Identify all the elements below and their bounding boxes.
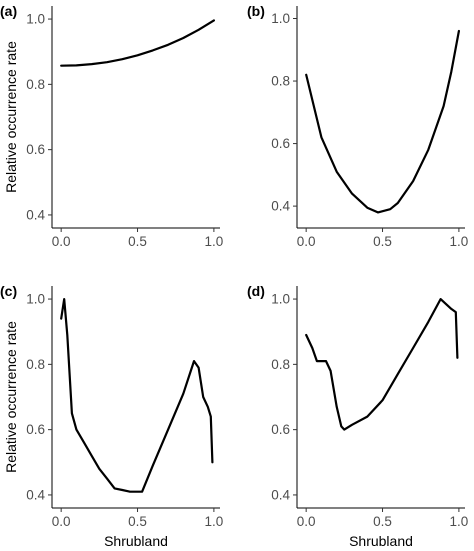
y-tick-label: 0.8 — [271, 74, 290, 89]
series-line — [60, 298, 214, 493]
y-axis-title: Relative occurrence rate — [3, 321, 19, 473]
y-tick-label: 0.4 — [271, 199, 290, 214]
x-axis-title: Shrubland — [349, 533, 413, 549]
y-tick-label: 0.8 — [271, 357, 290, 372]
panel-d: 0.4 0.6 0.8 1.0 0.0 0.5 1.0 (d) Shrubland — [247, 283, 468, 549]
y-tick-label: 0.6 — [26, 422, 45, 437]
y-tick-label: 0.8 — [26, 77, 45, 92]
y-tick-label: 1.0 — [26, 292, 45, 307]
panel-label: (d) — [247, 283, 265, 299]
y-tick-label: 0.6 — [26, 142, 45, 157]
x-tick-label: 0.5 — [373, 514, 392, 529]
x-tick-label: 1.0 — [450, 234, 469, 249]
y-tick-label: 0.4 — [26, 207, 45, 222]
x-tick-label: 0.5 — [373, 234, 392, 249]
y-axis-title: Relative occurrence rate — [3, 41, 19, 193]
x-tick-label: 1.0 — [205, 514, 224, 529]
y-tick-label: 1.0 — [26, 12, 45, 27]
y-tick-label: 1.0 — [271, 292, 290, 307]
panel-a: 0.4 0.6 0.8 1.0 0.0 0.5 1.0 (a) Relative occurre… — [0, 3, 223, 249]
panel-label: (b) — [247, 3, 265, 19]
panel-b: 0.4 0.6 0.8 1.0 0.0 0.5 1.0 (b) — [247, 3, 468, 249]
y-tick-label: 0.6 — [271, 136, 290, 151]
panel-label: (c) — [0, 283, 17, 299]
x-tick-label: 0.0 — [297, 514, 316, 529]
x-tick-label: 0.5 — [128, 234, 147, 249]
y-tick-label: 0.4 — [271, 487, 290, 502]
series-line — [305, 298, 459, 431]
x-tick-label: 1.0 — [450, 514, 469, 529]
x-tick-label: 0.0 — [52, 514, 71, 529]
y-tick-label: 0.6 — [271, 422, 290, 437]
x-tick-label: 0.0 — [52, 234, 71, 249]
panel-label: (a) — [0, 3, 17, 19]
y-tick-label: 0.8 — [26, 357, 45, 372]
x-tick-label: 0.0 — [297, 234, 316, 249]
x-tick-label: 0.5 — [128, 514, 147, 529]
x-tick-label: 1.0 — [205, 234, 224, 249]
panel-c: 0.4 0.6 0.8 1.0 0.0 0.5 1.0 (c) Relative occurre… — [0, 283, 223, 549]
y-tick-label: 1.0 — [271, 11, 290, 26]
series-line — [60, 19, 215, 67]
y-tick-label: 0.4 — [26, 487, 45, 502]
series-line — [305, 29, 460, 214]
x-axis-title: Shrubland — [104, 533, 168, 549]
